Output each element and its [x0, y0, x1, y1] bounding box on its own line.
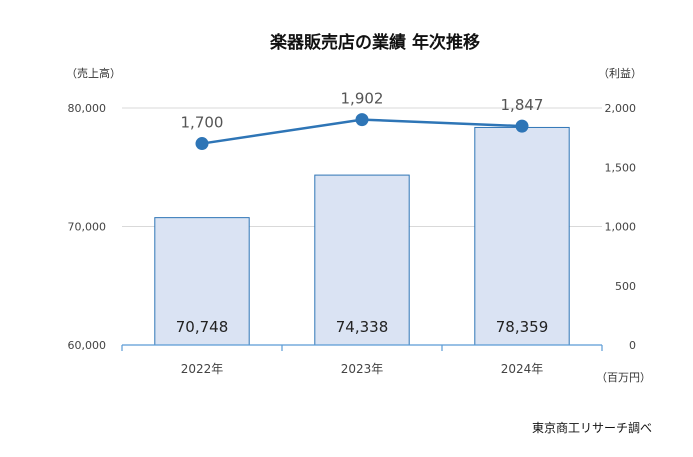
right-tick-label: 2,000	[605, 102, 637, 115]
chart-title: 楽器販売店の業績 年次推移	[270, 32, 480, 53]
bar-data-label: 74,338	[336, 318, 389, 336]
right-tick-label: 1,000	[605, 221, 637, 234]
bar	[154, 217, 250, 346]
left-tick-label: 80,000	[68, 102, 107, 115]
line-series: 1,700 1,902 1,847	[181, 90, 544, 151]
line-data-label: 1,902	[341, 90, 384, 108]
line-data-label: 1,847	[501, 96, 544, 114]
left-axis-label: （売上高）	[66, 66, 121, 80]
bar	[314, 174, 410, 346]
right-tick-label: 1,500	[605, 161, 637, 174]
line-point	[515, 119, 529, 133]
bar	[474, 126, 570, 346]
tick-labels: 60,000 70,000 80,000 0 500 1,000 1,500 2,000 202…	[68, 102, 637, 376]
axes	[121, 344, 603, 351]
unit-label: （百万円）	[596, 371, 651, 384]
bar-series: 70,748 74,338 78,359	[154, 126, 570, 346]
bar-data-label: 70,748	[176, 318, 229, 336]
bar-data-label: 78,359	[496, 318, 549, 336]
line-point	[195, 137, 209, 151]
line-point	[355, 113, 369, 127]
right-axis-label: （利益）	[598, 66, 642, 80]
left-tick-label: 60,000	[68, 339, 107, 352]
line-data-label: 1,700	[181, 114, 224, 132]
x-tick-label: 2024年	[501, 362, 544, 376]
left-tick-label: 70,000	[68, 221, 107, 234]
source-note: 東京商工リサーチ調べ	[532, 420, 652, 435]
x-tick-label: 2022年	[181, 362, 224, 376]
right-tick-label: 0	[629, 339, 636, 352]
right-tick-label: 500	[615, 280, 636, 293]
x-tick-label: 2023年	[341, 362, 384, 376]
